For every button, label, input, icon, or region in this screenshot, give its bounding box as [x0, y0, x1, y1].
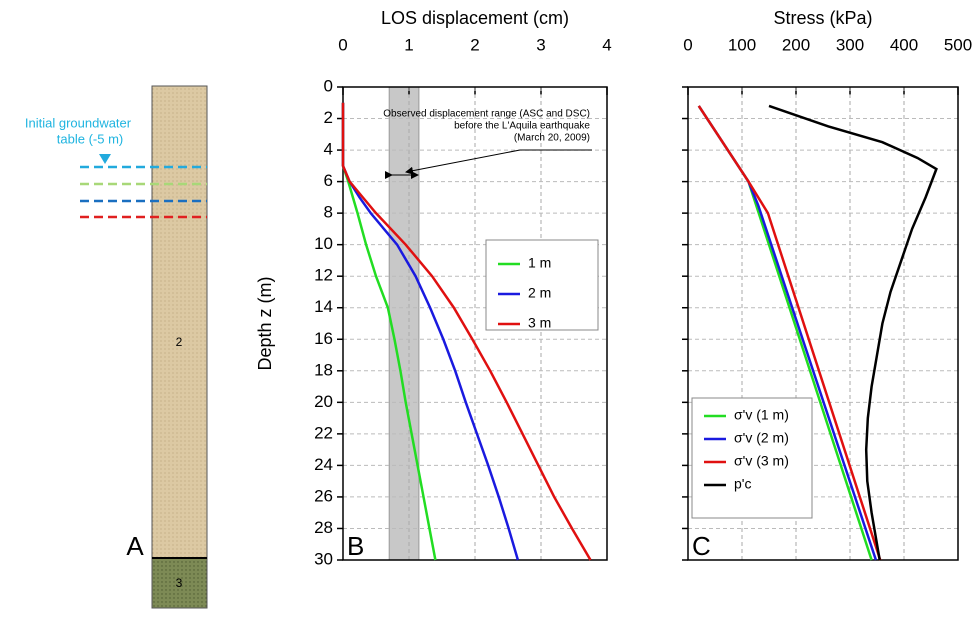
panel-label: C	[692, 531, 711, 561]
series-line	[697, 105, 882, 561]
layer-label: 2	[176, 335, 183, 349]
y-tick-label: 16	[314, 329, 333, 348]
x-tick-label: 0	[338, 35, 347, 54]
annotation-arrow	[405, 149, 592, 175]
y-tick-label: 8	[324, 203, 333, 222]
legend-label: 2 m	[528, 285, 551, 301]
y-tick-label: 0	[324, 76, 333, 95]
x-axis-label: LOS displacement (cm)	[381, 8, 569, 28]
observed-range	[388, 86, 420, 561]
x-tick-label: 300	[836, 35, 864, 54]
y-tick-label: 12	[314, 266, 333, 285]
y-tick-label: 28	[314, 518, 333, 537]
series-line	[341, 102, 592, 561]
legend-box	[691, 397, 813, 519]
series-line	[341, 102, 437, 561]
y-tick-label: 14	[314, 297, 333, 316]
x-axis-label: Stress (kPa)	[773, 8, 872, 28]
x-tick-label: 3	[536, 35, 545, 54]
y-axis-label: Depth z (m)	[255, 276, 275, 370]
x-tick-label: 500	[944, 35, 972, 54]
x-tick-label: 100	[728, 35, 756, 54]
layer-3	[151, 557, 208, 609]
y-tick-label: 30	[314, 549, 333, 568]
legend-label: σ'v (3 m)	[734, 453, 789, 469]
legend-label: 1 m	[528, 255, 551, 271]
y-tick-label: 4	[324, 140, 333, 159]
y-tick-label: 22	[314, 423, 333, 442]
legend-label: 3 m	[528, 315, 551, 331]
layer-2	[151, 85, 208, 559]
legend-box	[485, 239, 599, 331]
annotation: Initial groundwater	[25, 115, 132, 130]
y-tick-label: 24	[314, 455, 333, 474]
annotation: Observed displacement range (ASC and DSC…	[383, 109, 590, 120]
x-tick-label: 2	[470, 35, 479, 54]
series-line	[768, 104, 938, 561]
y-tick-label: 10	[314, 234, 333, 253]
y-tick-label: 20	[314, 392, 333, 411]
legend-label: σ'v (2 m)	[734, 430, 789, 446]
water-table-symbol	[99, 154, 111, 164]
legend-label: σ'v (1 m)	[734, 407, 789, 423]
series-line	[341, 102, 520, 561]
y-tick-label: 26	[314, 486, 333, 505]
y-tick-label: 18	[314, 360, 333, 379]
annotation: table (-5 m)	[57, 131, 123, 146]
x-tick-label: 400	[890, 35, 918, 54]
x-tick-label: 200	[782, 35, 810, 54]
layer-label: 3	[176, 576, 183, 590]
panel-label: B	[347, 531, 364, 561]
annotation: before the L'Aquila earthquake	[454, 121, 590, 132]
y-tick-label: 2	[324, 108, 333, 127]
x-tick-label: 1	[404, 35, 413, 54]
x-tick-label: 4	[602, 35, 611, 54]
y-tick-label: 6	[324, 171, 333, 190]
annotation: (March 20, 2009)	[514, 133, 590, 144]
plot-frame	[342, 86, 608, 561]
plot-frame	[687, 86, 959, 561]
x-tick-label: 0	[683, 35, 692, 54]
panel-label: A	[126, 531, 144, 561]
legend-label: p'c	[734, 476, 751, 492]
soil-column: Initial groundwater table (-5 m) 2 3 A	[25, 85, 208, 609]
